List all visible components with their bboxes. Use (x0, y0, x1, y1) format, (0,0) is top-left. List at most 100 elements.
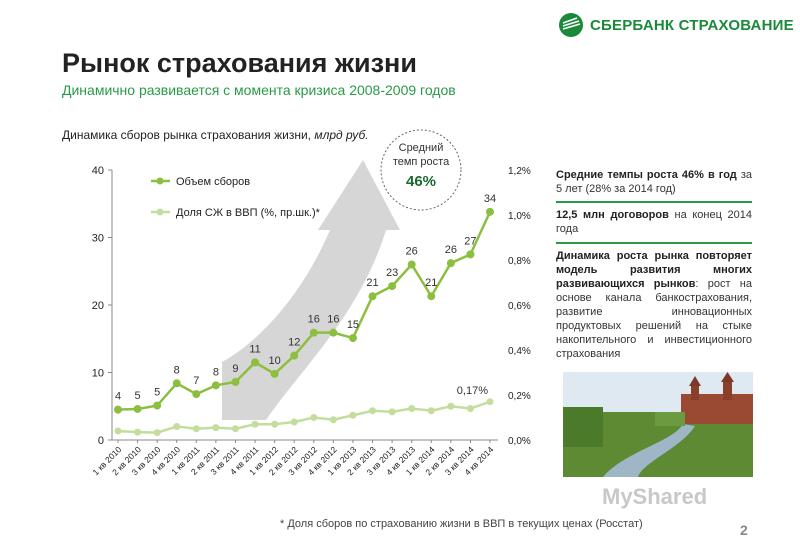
y-tick-label-left: 0 (98, 435, 104, 447)
data-point-premiums (153, 401, 162, 410)
data-point-share-of-gdp (466, 405, 474, 412)
data-point-premiums (290, 351, 299, 360)
data-label-premiums: 11 (249, 343, 260, 355)
data-label-premiums: 7 (193, 375, 199, 387)
data-point-share-of-gdp (369, 407, 377, 415)
footnote: * Доля сборов по страхованию жизни в ВВП… (280, 518, 643, 530)
data-point-share-of-gdp (388, 408, 396, 416)
data-point-premiums (427, 292, 436, 301)
data-point-premiums (309, 328, 318, 337)
data-label-premiums: 26 (445, 244, 457, 256)
chart-legend: Объем сборов Доля СЖ в ВВП (%, пр.шк.)* (151, 176, 321, 219)
data-point-premiums (251, 358, 260, 367)
data-point-share-of-gdp (408, 405, 416, 412)
data-point-premiums (231, 377, 240, 386)
data-label-premiums: 21 (366, 277, 378, 289)
data-point-share-of-gdp (447, 402, 455, 410)
side-point-2-text: на конец 2014 года (556, 209, 752, 235)
data-point-share-of-gdp (212, 424, 220, 432)
side-point-2-bold: 12,5 млн договоров (556, 209, 669, 221)
data-point-premiums (407, 260, 416, 269)
page-subtitle: Динамично развивается с момента кризиса … (62, 82, 456, 98)
data-label-premiums: 8 (213, 366, 219, 378)
data-label-premiums: 12 (288, 337, 300, 349)
data-point-premiums (211, 381, 220, 390)
data-point-premiums (486, 207, 494, 216)
data-label-premiums: 34 (484, 193, 496, 205)
data-point-premiums (192, 390, 201, 399)
side-point-3: Динамика роста рынка повторяет модель ра… (556, 249, 752, 361)
data-point-share-of-gdp (251, 420, 259, 428)
data-point-share-of-gdp (271, 420, 279, 428)
data-point-share-of-gdp (114, 427, 122, 435)
side-point-3-bold: Динамика роста рынка повторяет модель ра… (556, 250, 752, 290)
side-point-2: 12,5 млн договоров на конец 2014 года (556, 208, 752, 236)
data-point-premiums (133, 404, 142, 413)
side-point-1-bold: Средние темпы роста 46% в год (556, 169, 737, 181)
legend-marker-series2 (156, 208, 164, 216)
data-label-premiums: 26 (406, 246, 418, 258)
legend-label-series2: Доля СЖ в ВВП (%, пр.шк.)* (176, 207, 321, 219)
y-tick-label-right: 0,0% (508, 436, 531, 447)
data-point-share-of-gdp (134, 428, 142, 436)
data-point-premiums (368, 292, 377, 301)
y-tick-label-left: 30 (92, 233, 104, 245)
data-label-premiums: 5 (154, 387, 160, 399)
data-point-share-of-gdp (153, 429, 161, 437)
callout-line2: темп роста (393, 156, 450, 168)
data-label-premiums: 5 (135, 390, 141, 402)
watermark: MyShared (602, 484, 708, 509)
sberbank-logo-icon (559, 13, 583, 37)
data-label-premiums: 8 (174, 364, 180, 376)
data-label-premiums: 10 (269, 355, 281, 367)
data-point-premiums (114, 405, 122, 414)
page-title: Рынок страхования жизни (62, 48, 417, 78)
data-point-share-of-gdp (427, 407, 435, 415)
chart-caption-text: Динамика сборов рынка страхования жизни, (62, 128, 312, 142)
callout-line1: Средний (399, 142, 444, 154)
data-point-share-of-gdp (486, 398, 494, 406)
data-point-share-of-gdp (329, 416, 337, 424)
data-label-premiums: 16 (308, 314, 320, 326)
data-point-premiums (466, 250, 475, 259)
data-label-premiums: 15 (347, 319, 359, 331)
chart-caption-unit: млрд руб. (314, 128, 369, 142)
data-point-share-of-gdp (290, 418, 298, 426)
side-point-1-text: за 5 лет (28% за 2014 год) (556, 169, 752, 195)
y-tick-label-right: 1,2% (508, 166, 531, 177)
legend-marker-series1 (156, 177, 164, 185)
data-point-premiums (446, 259, 455, 268)
company-logo: СБЕРБАНК СТРАХОВАНИЕ (558, 12, 794, 38)
data-label-share-last: 0,17% (457, 385, 488, 397)
legend-label-series1: Объем сборов (176, 176, 250, 188)
data-label-premiums: 16 (327, 314, 339, 326)
chart-caption: Динамика сборов рынка страхования жизни,… (62, 128, 369, 142)
data-point-premiums (329, 328, 338, 337)
side-divider (556, 201, 752, 203)
market-chart: 0 10 20 30 40 0,0% 0,2% 0,4% 0,6% 0,8% 1,0% 1,2% 0,… (90, 129, 531, 477)
callout-value: 46% (406, 173, 436, 190)
data-point-share-of-gdp (173, 423, 181, 430)
data-point-premiums (270, 369, 279, 378)
data-label-premiums: 23 (386, 267, 398, 279)
data-point-share-of-gdp (192, 425, 200, 433)
side-point-3-text: : рост на основе канала банкострахования… (556, 278, 752, 360)
data-point-share-of-gdp (310, 414, 318, 421)
growth-arrow (222, 160, 400, 420)
logo-text: СБЕРБАНК СТРАХОВАНИЕ (590, 16, 794, 34)
y-tick-label-right: 0,4% (508, 346, 531, 357)
data-point-share-of-gdp (231, 425, 239, 433)
data-point-premiums (348, 334, 357, 343)
data-label-premiums: 21 (425, 277, 437, 289)
data-point-premiums (172, 379, 181, 388)
y-tick-label-left: 40 (92, 165, 104, 177)
page-number: 2 (740, 522, 748, 538)
y-tick-label-right: 0,2% (508, 391, 531, 402)
y-tick-label-right: 0,6% (508, 301, 531, 312)
side-divider (556, 242, 752, 244)
side-point-1: Средние темпы роста 46% в год за 5 лет (… (556, 168, 752, 196)
landscape-photo (563, 372, 753, 477)
y-tick-label-right: 1,0% (508, 211, 531, 222)
data-label-premiums: 27 (464, 235, 476, 247)
data-label-premiums: 4 (115, 391, 121, 403)
